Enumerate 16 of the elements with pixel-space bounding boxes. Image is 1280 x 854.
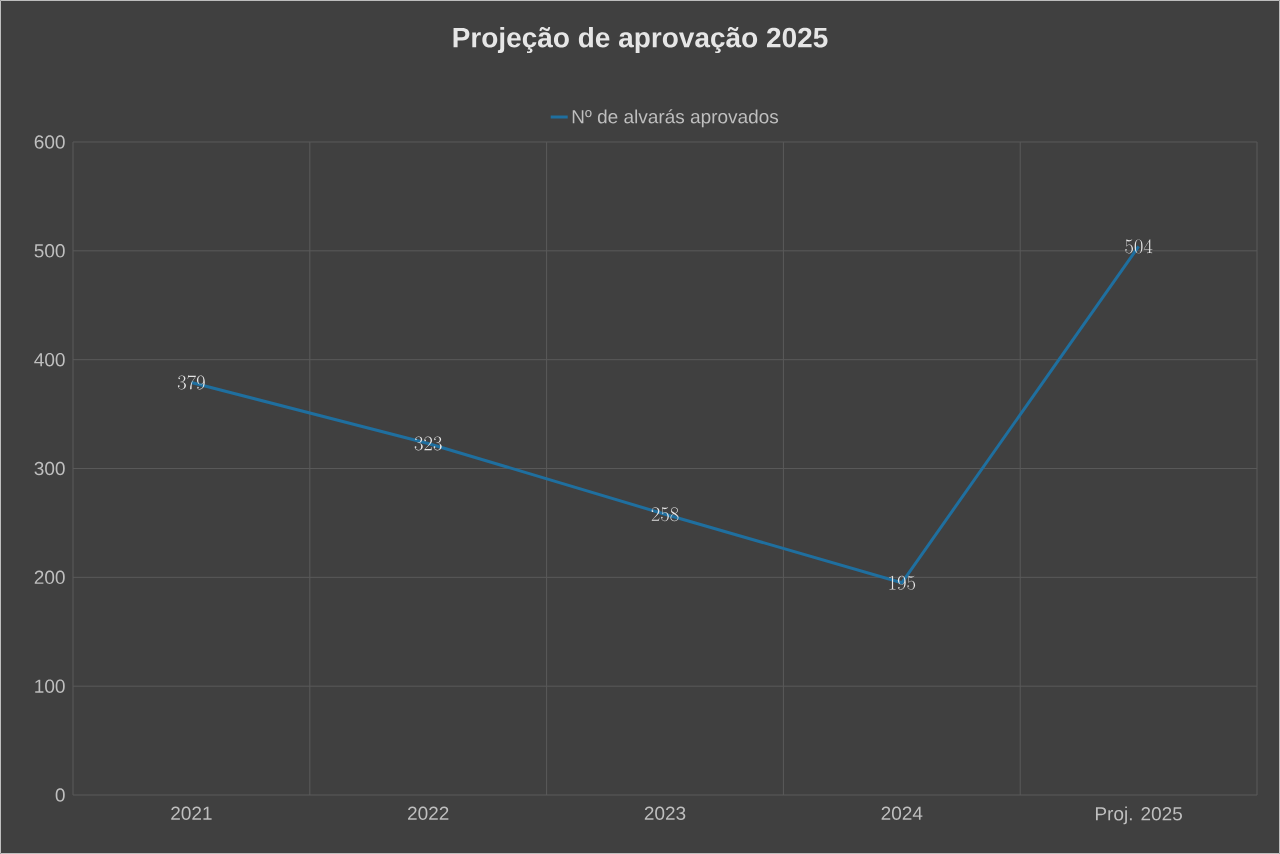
x-tick-label: Proj. 2025 bbox=[1095, 806, 1182, 825]
y-tick-label: 600 bbox=[34, 135, 65, 149]
y-tick-label: 400 bbox=[34, 352, 65, 367]
legend-label: Nº de alvarás aprovados bbox=[572, 109, 779, 128]
data-label: 504 bbox=[1125, 239, 1153, 254]
x-tick-label: 2024 bbox=[881, 806, 923, 820]
y-tick-label: 200 bbox=[34, 570, 65, 585]
x-tick-label: 2023 bbox=[644, 806, 686, 820]
x-tick-label: 2021 bbox=[171, 806, 212, 820]
chart-title: Projeção de aprovação 2025 bbox=[453, 26, 828, 54]
x-tick-label: 2022 bbox=[408, 806, 449, 820]
y-tick-label: 300 bbox=[34, 461, 65, 476]
data-label: 379 bbox=[177, 375, 205, 390]
y-tick-label: 0 bbox=[55, 788, 65, 802]
y-tick-label: 500 bbox=[34, 244, 65, 258]
y-tick-label: 100 bbox=[35, 679, 65, 693]
